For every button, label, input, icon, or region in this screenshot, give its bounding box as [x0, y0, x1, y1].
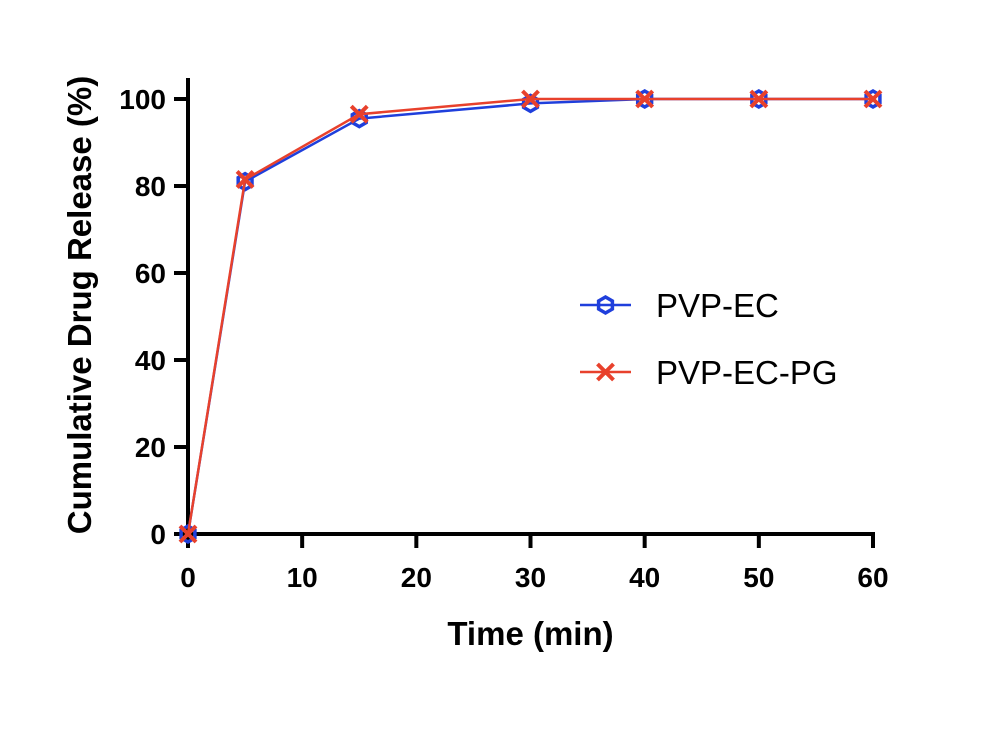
y-tick-label: 40 [135, 345, 166, 376]
y-axis-title: Cumulative Drug Release (%) [61, 76, 98, 534]
data-point-marker [236, 171, 254, 192]
y-tick-label: 20 [135, 432, 166, 463]
legend-label: PVP-EC [656, 287, 779, 324]
series-layer [178, 88, 883, 545]
x-tick-label: 30 [515, 562, 546, 593]
legend-label: PVP-EC-PG [656, 354, 838, 391]
data-point-marker-stroke [521, 89, 540, 109]
legend: PVP-EC PVP-EC-PG [580, 287, 838, 391]
data-point-marker [235, 170, 255, 189]
data-point-marker [178, 524, 198, 544]
data-point-marker [749, 89, 769, 109]
legend-marker [596, 362, 615, 382]
data-point-marker [750, 88, 768, 110]
x-tick-label: 20 [401, 562, 432, 593]
data-point-marker [349, 104, 369, 124]
legend-item: PVP-EC [580, 287, 779, 324]
data-point-marker-stroke [349, 104, 369, 124]
x-axis-title: Time (min) [447, 615, 613, 652]
x-tick-label: 50 [743, 562, 774, 593]
y-axis-ticks: 0 20 40 60 80 100 [119, 84, 188, 550]
legend-marker-stroke [596, 362, 615, 382]
data-point-marker-stroke [863, 89, 883, 109]
x-tick-label: 0 [180, 562, 196, 593]
legend-marker [596, 294, 615, 316]
legend-item: PVP-EC-PG [580, 354, 838, 391]
x-tick-label: 60 [857, 562, 888, 593]
data-point-marker [179, 523, 197, 545]
data-point-marker [521, 89, 540, 109]
x-axis-ticks: 0 10 20 30 40 50 60 [180, 534, 889, 593]
data-point-marker [864, 88, 882, 110]
y-tick-label: 60 [135, 258, 166, 289]
y-tick-label: 80 [135, 171, 166, 202]
data-point-marker-stroke [749, 89, 769, 109]
data-point-marker [635, 89, 655, 109]
data-point-marker [863, 89, 883, 109]
x-tick-label: 10 [287, 562, 318, 593]
data-point-marker-stroke [235, 170, 255, 189]
data-point-marker [635, 88, 654, 110]
x-tick-label: 40 [629, 562, 660, 593]
y-tick-label: 100 [119, 84, 166, 115]
series-2 [178, 89, 883, 544]
y-tick-label: 0 [150, 519, 166, 550]
data-point-marker-stroke [635, 89, 655, 109]
data-point-marker-stroke [178, 524, 198, 544]
